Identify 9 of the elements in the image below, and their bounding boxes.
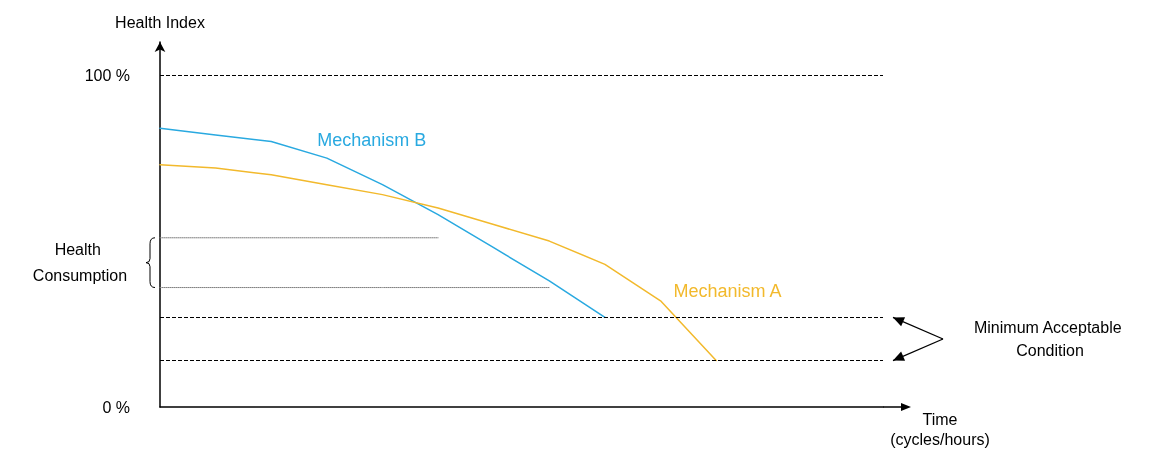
- y-tick-label: 0 %: [102, 398, 130, 416]
- text: Minimum Acceptable Condition: [973, 318, 1127, 359]
- line-series: [159, 127, 606, 319]
- x-axis-title: Time (cycles/hours): [890, 410, 990, 448]
- text: Health Consumption: [32, 241, 128, 285]
- y-axis-title: Health Index: [115, 13, 205, 31]
- y-tick-label: 100 %: [84, 66, 130, 84]
- series-label: Mechanism B: [317, 130, 427, 151]
- series-label: Mechanism A: [673, 280, 782, 301]
